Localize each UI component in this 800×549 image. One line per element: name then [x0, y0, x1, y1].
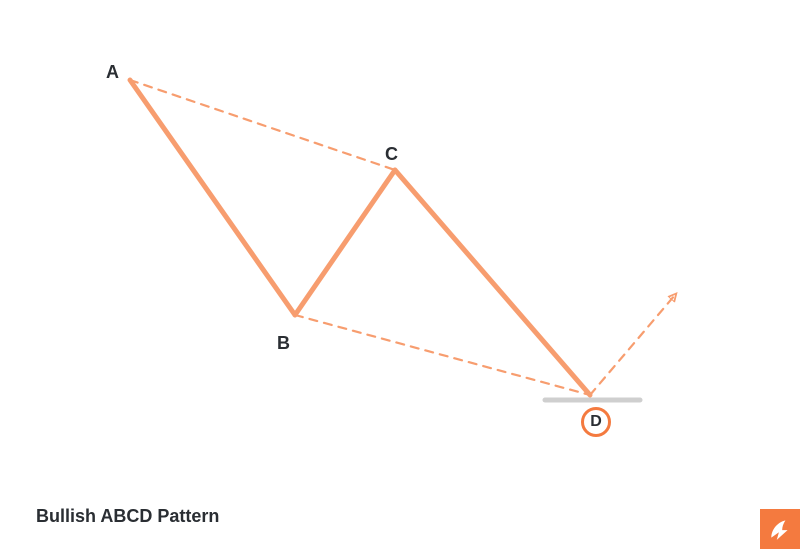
- point-label-c: C: [385, 144, 398, 165]
- brand-logo-icon: [767, 516, 793, 542]
- point-label-d: D: [581, 407, 611, 437]
- abcd-pattern-diagram: A B C D Bullish ABCD Pattern: [0, 0, 800, 549]
- diagram-title: Bullish ABCD Pattern: [36, 506, 219, 527]
- brand-logo-badge: [760, 509, 800, 549]
- point-label-b: B: [277, 333, 290, 354]
- point-label-a: A: [106, 62, 119, 83]
- diagram-svg: [0, 0, 800, 549]
